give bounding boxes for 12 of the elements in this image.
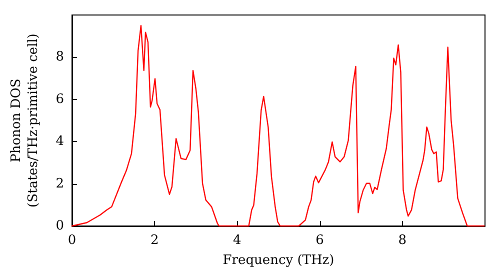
y-tick-label: 2 bbox=[56, 176, 64, 192]
y-tick-label: 6 bbox=[56, 92, 64, 107]
y-tick-label: 0 bbox=[56, 218, 64, 234]
x-tick-label: 8 bbox=[398, 233, 407, 248]
x-tick-label: 2 bbox=[150, 233, 159, 248]
x-tick-label: 4 bbox=[233, 233, 242, 248]
y-axis-title: Phonon DOS (States/THz·primitive cell) bbox=[9, 33, 41, 208]
x-tick-label: 6 bbox=[316, 233, 324, 248]
y-tick-label: 8 bbox=[56, 50, 64, 65]
x-tick-label: 0 bbox=[68, 233, 76, 248]
y-tick-label: 4 bbox=[56, 134, 64, 150]
x-axis-title: Frequency (THz) bbox=[222, 252, 334, 268]
